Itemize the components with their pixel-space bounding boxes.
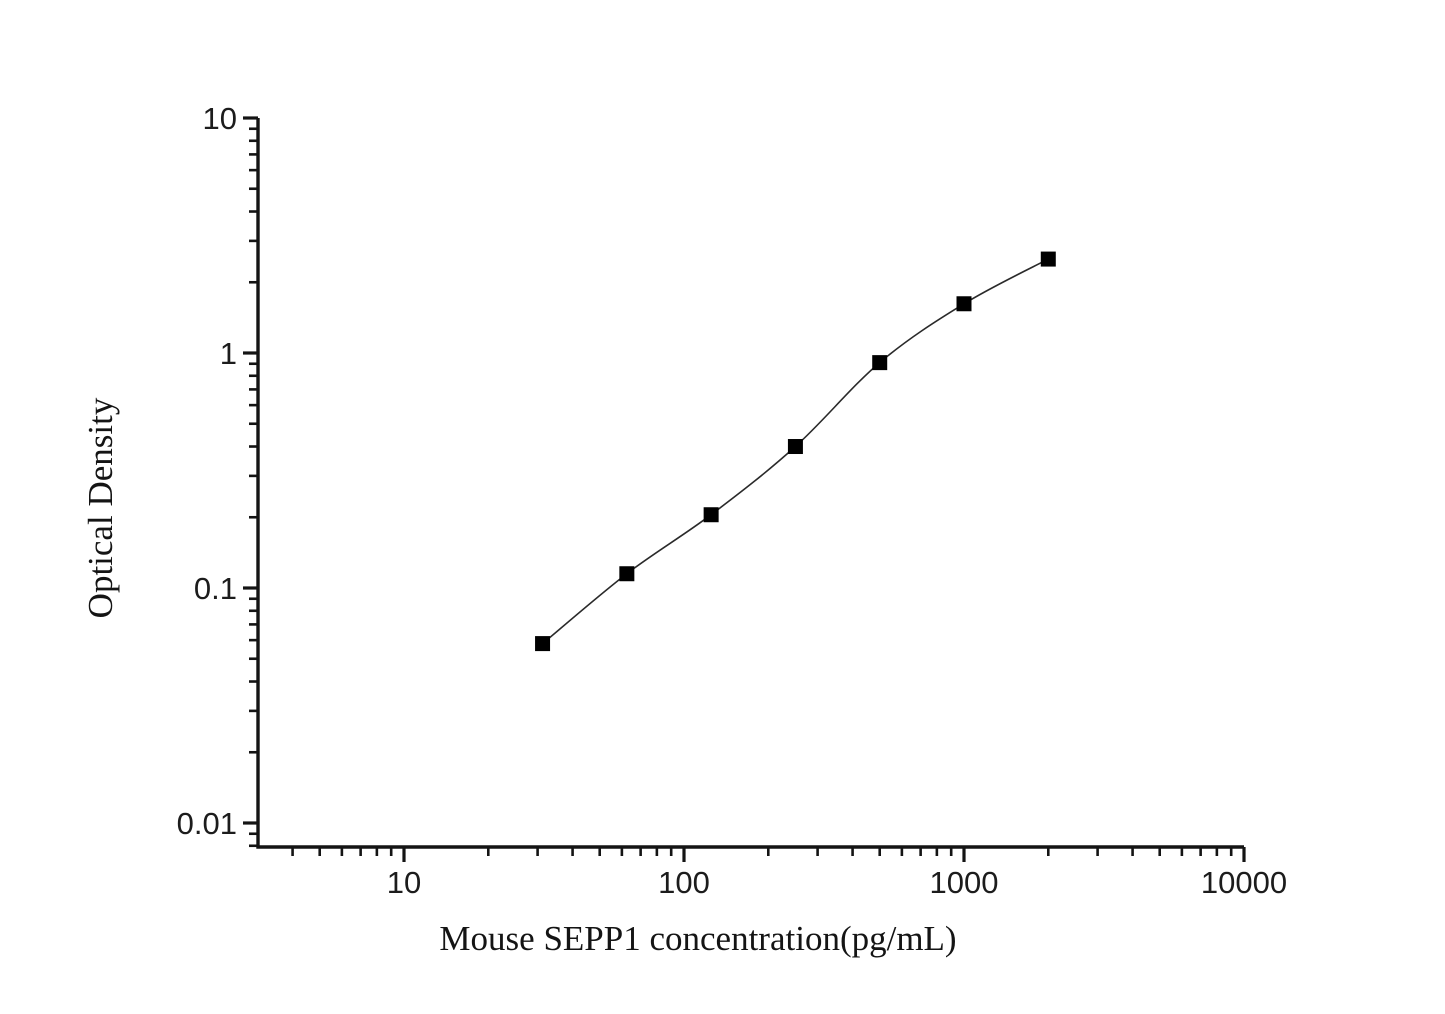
x-axis-title: Mouse SEPP1 concentration(pg/mL) — [439, 919, 956, 958]
y-axis-title: Optical Density — [81, 397, 120, 618]
axis-spine — [256, 118, 1244, 849]
y-tick-label: 0.1 — [194, 571, 237, 606]
data-point-marker — [703, 507, 719, 523]
y-tick-label: 10 — [203, 101, 237, 136]
x-tick-label: 10 — [387, 865, 421, 900]
data-point-marker — [956, 296, 972, 312]
y-tick-label: 0.01 — [177, 806, 237, 841]
data-point-marker — [872, 355, 888, 371]
data-point-marker — [787, 439, 803, 455]
x-tick-label: 100 — [658, 865, 710, 900]
y-tick-label: 1 — [220, 336, 237, 371]
x-tick-label: 10000 — [1201, 865, 1287, 900]
data-point-marker — [1040, 251, 1056, 267]
data-point-marker — [535, 636, 551, 652]
data-point-marker — [619, 566, 635, 582]
x-tick-label: 1000 — [930, 865, 999, 900]
